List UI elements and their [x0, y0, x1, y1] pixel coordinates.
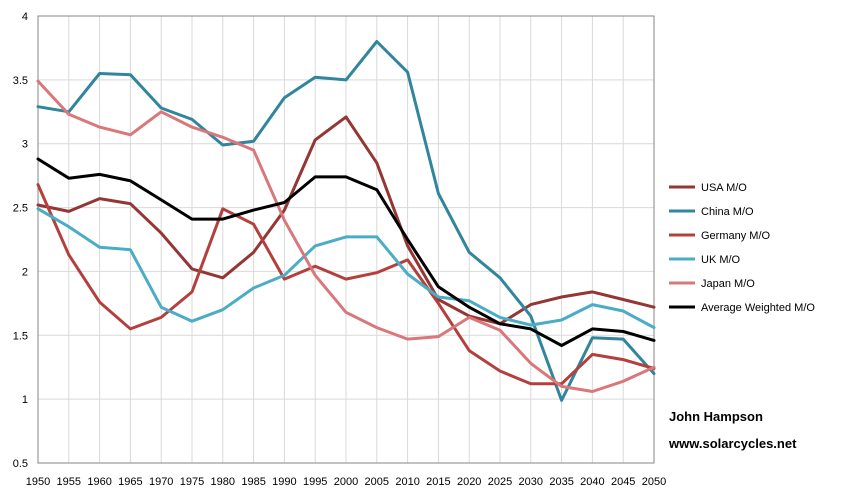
x-tick-label: 1980 [211, 476, 235, 488]
x-tick-label: 1955 [57, 476, 81, 488]
legend-label-average-weighted-m-o: Average Weighted M/O [701, 302, 815, 314]
x-tick-label: 1960 [87, 476, 111, 488]
x-tick-label: 1970 [149, 476, 173, 488]
series-line-china-m-o [36, 40, 656, 402]
x-tick-label: 1995 [303, 476, 327, 488]
x-tick-label: 2005 [365, 476, 389, 488]
x-tick-label: 1965 [118, 476, 142, 488]
x-tick-label: 2050 [642, 476, 666, 488]
legend-label-china-m-o: China M/O [701, 206, 754, 218]
series-line-japan-m-o [36, 79, 656, 393]
x-axis-tick-labels: 1950 1955 1960 1965 1970 1975 1980 1985 1990 1995… [26, 476, 666, 488]
x-tick-label: 2015 [426, 476, 450, 488]
legend-label-usa-m-o: USA M/O [701, 182, 747, 194]
x-tick-label: 1950 [26, 476, 50, 488]
y-tick-label: 2 [22, 266, 28, 278]
legend-label-germany-m-o: Germany M/O [701, 230, 771, 242]
series-line-uk-m-o [36, 207, 656, 330]
x-tick-label: 2020 [457, 476, 481, 488]
series-line-germany-m-o [36, 183, 656, 386]
y-tick-label: 1 [22, 394, 28, 406]
legend: USA M/O China M/O Germany M/O UK M/O Japan M… [669, 182, 815, 314]
y-tick-label: 2.5 [13, 203, 28, 215]
plot-area-border [37, 15, 655, 464]
y-axis-tick-labels: 0.5 1 1.5 2 2.5 3 3.5 4 [13, 11, 28, 470]
series-line-average-weighted-m-o [36, 157, 656, 347]
y-tick-label: 1.5 [13, 330, 28, 342]
legend-label-uk-m-o: UK M/O [701, 254, 741, 266]
y-tick-label: 0.5 [13, 458, 28, 470]
y-tick-label: 3.5 [13, 75, 28, 87]
x-tick-label: 1975 [180, 476, 204, 488]
y-tick-label: 4 [22, 11, 28, 23]
x-tick-label: 1985 [241, 476, 265, 488]
x-tick-label: 2000 [334, 476, 358, 488]
x-tick-label: 2040 [580, 476, 604, 488]
x-tick-label: 2045 [611, 476, 635, 488]
legend-label-japan-m-o: Japan M/O [701, 278, 755, 290]
series-line-usa-m-o [36, 115, 656, 326]
x-tick-label: 2035 [549, 476, 573, 488]
gridlines [37, 15, 655, 464]
annotation-author: John Hampson [669, 409, 763, 424]
x-tick-label: 2010 [395, 476, 419, 488]
annotation-website: www.solarcycles.net [668, 436, 797, 451]
series-lines [36, 40, 656, 402]
x-tick-label: 1990 [272, 476, 296, 488]
x-tick-label: 2025 [488, 476, 512, 488]
x-tick-label: 2030 [519, 476, 543, 488]
y-tick-label: 3 [22, 139, 28, 151]
